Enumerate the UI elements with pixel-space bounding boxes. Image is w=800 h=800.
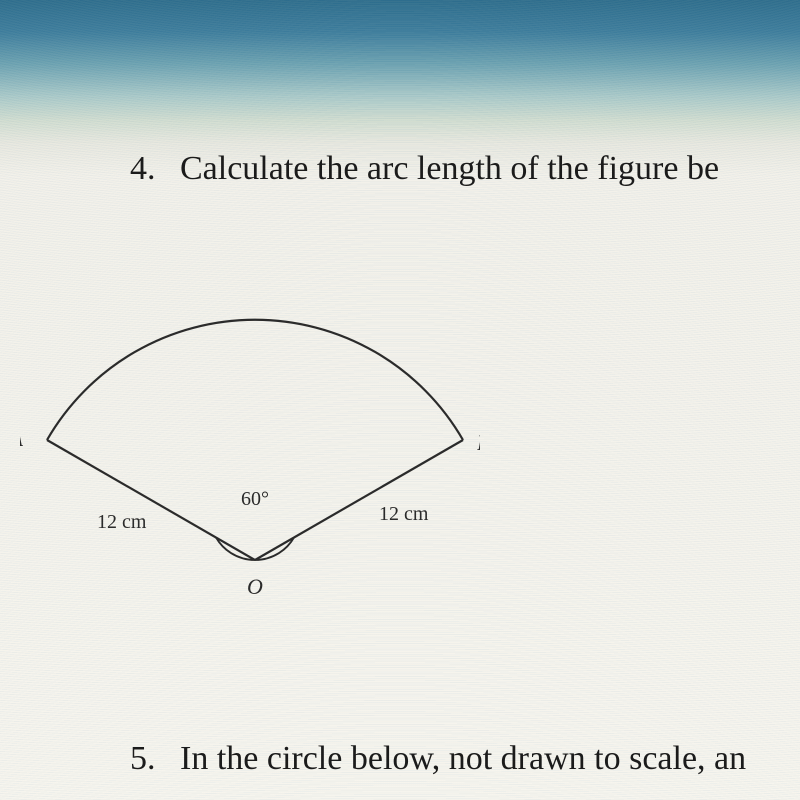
center-O-label: O (247, 574, 263, 599)
radius-OB (255, 440, 463, 560)
point-A-label: A (20, 426, 24, 451)
question-4-number: 4. (130, 150, 156, 188)
question-5-text: In the circle below, not drawn to scale,… (180, 740, 746, 778)
sector-figure: A B O 12 cm 12 cm 60° (20, 230, 480, 615)
sector-svg: A B O 12 cm 12 cm 60° (20, 230, 480, 610)
angle-marker-arc (216, 538, 294, 561)
question-5-number: 5. (130, 740, 156, 778)
arc-AB (47, 320, 463, 440)
worksheet-page: 4. Calculate the arc length of the figur… (0, 0, 800, 800)
angle-label: 60° (241, 488, 269, 510)
radius-label-right: 12 cm (379, 503, 429, 525)
radius-label-left: 12 cm (97, 511, 147, 533)
question-4-text: Calculate the arc length of the figure b… (180, 150, 719, 188)
radius-OA (47, 440, 255, 560)
point-B-label: B (477, 430, 480, 455)
